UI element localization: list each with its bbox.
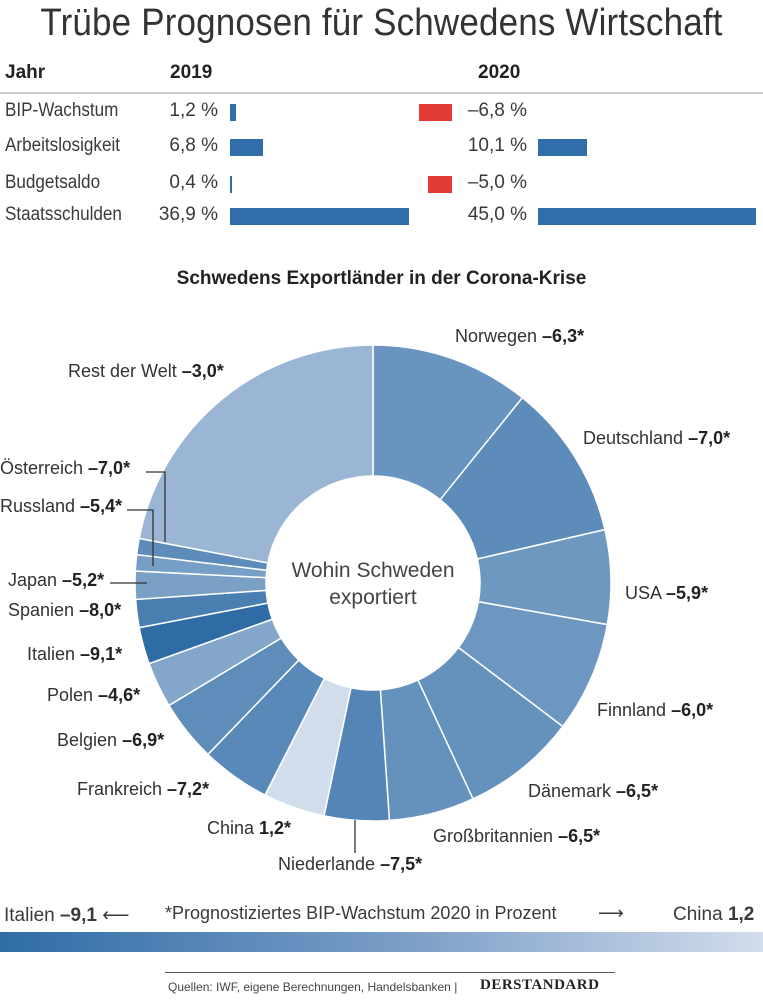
row-label: Budgetsaldo bbox=[5, 172, 101, 193]
bar-2020 bbox=[538, 139, 587, 156]
legend-min: Italien –9,1 ⟵ bbox=[4, 904, 130, 927]
segment-value: –5,2* bbox=[62, 570, 105, 590]
color-scale-bar bbox=[0, 932, 763, 952]
value-2020: –5,0 % bbox=[467, 172, 527, 193]
legend-max: China 1,2 bbox=[673, 904, 754, 926]
row-label: BIP-Wachstum bbox=[5, 100, 119, 121]
header-divider bbox=[0, 92, 763, 94]
segment-name: Norwegen bbox=[455, 326, 543, 346]
legend-min-value: –9,1 bbox=[59, 905, 97, 926]
segment-name: Japan bbox=[8, 570, 63, 590]
segment-name: Großbritannien bbox=[433, 826, 559, 846]
arrow-right-icon: ⟶ bbox=[598, 903, 624, 923]
segment-name: Österreich bbox=[0, 458, 89, 478]
segment-label: Großbritannien –6,5* bbox=[433, 826, 600, 847]
bar-2020 bbox=[427, 176, 452, 193]
segment-name: USA bbox=[625, 583, 667, 603]
segment-name: Italien bbox=[27, 644, 81, 664]
segment-value: –8,0* bbox=[79, 600, 122, 620]
segment-value: –6,3* bbox=[542, 326, 585, 346]
value-2020: –6,8 % bbox=[467, 100, 527, 121]
segment-name: Frankreich bbox=[77, 779, 168, 799]
segment-label: Spanien –8,0* bbox=[8, 600, 121, 621]
bar-2020 bbox=[538, 208, 757, 225]
segment-value: –7,0* bbox=[688, 428, 731, 448]
segment-value: –6,5* bbox=[616, 781, 659, 801]
table-header-2020: 2020 bbox=[478, 62, 521, 83]
table-header-2019: 2019 bbox=[170, 62, 213, 83]
value-2019: 1,2 % bbox=[169, 100, 218, 121]
segment-value: –5,9* bbox=[666, 583, 709, 603]
value-2019: 6,8 % bbox=[169, 135, 218, 156]
arrow-left-icon: ⟵ bbox=[102, 905, 130, 926]
legend-max-value: 1,2 bbox=[727, 904, 755, 925]
segment-label: Belgien –6,9* bbox=[57, 730, 164, 751]
segment-label: Rest der Welt –3,0* bbox=[68, 361, 224, 382]
segment-value: –6,9* bbox=[122, 730, 165, 750]
page-title: Trübe Prognosen für Schwedens Wirtschaft bbox=[40, 2, 723, 44]
segment-name: Niederlande bbox=[278, 854, 381, 874]
segment-value: –4,6* bbox=[98, 685, 141, 705]
legend-caption: *Prognostiziertes BIP-Wachstum 2020 in P… bbox=[165, 903, 557, 923]
segment-value: –6,0* bbox=[671, 700, 714, 720]
segment-label: Niederlande –7,5* bbox=[278, 854, 422, 875]
segment-label: Dänemark –6,5* bbox=[528, 781, 658, 802]
segment-name: Dänemark bbox=[528, 781, 617, 801]
segment-label: USA –5,9* bbox=[625, 583, 708, 604]
segment-name: Deutschland bbox=[583, 428, 689, 448]
segment-value: –5,4* bbox=[80, 496, 123, 516]
source-text: Quellen: IWF, eigene Berechnungen, Hande… bbox=[168, 980, 458, 994]
segment-label: Österreich –7,0* bbox=[0, 458, 130, 479]
leader-russland bbox=[127, 509, 154, 566]
segment-value: –7,0* bbox=[88, 458, 131, 478]
segment-name: Spanien bbox=[8, 600, 80, 620]
segment-name: Rest der Welt bbox=[68, 361, 182, 381]
segment-value: 1,2* bbox=[259, 818, 292, 838]
bar-2019 bbox=[230, 208, 409, 225]
legend-min-name: Italien bbox=[4, 905, 55, 926]
segment-value: –6,5* bbox=[558, 826, 601, 846]
value-2019: 36,9 % bbox=[158, 204, 218, 225]
leader-oesterreich bbox=[146, 471, 166, 542]
segment-label: Norwegen –6,3* bbox=[455, 326, 584, 347]
segment-name: China bbox=[207, 818, 260, 838]
value-2020: 10,1 % bbox=[467, 135, 527, 156]
segment-label: Italien –9,1* bbox=[27, 644, 122, 665]
row-label: Arbeitslosigkeit bbox=[5, 135, 121, 156]
segment-name: Belgien bbox=[57, 730, 123, 750]
bar-2020 bbox=[419, 104, 452, 121]
legend-max-name: China bbox=[673, 904, 723, 925]
value-2019: 0,4 % bbox=[169, 172, 218, 193]
segment-name: Finnland bbox=[597, 700, 672, 720]
segment-label: Polen –4,6* bbox=[47, 685, 140, 706]
bar-2019 bbox=[230, 176, 232, 193]
segment-label: China 1,2* bbox=[207, 818, 291, 839]
source-divider bbox=[165, 972, 615, 973]
segment-label: Japan –5,2* bbox=[8, 570, 104, 591]
value-2020: 45,0 % bbox=[467, 204, 527, 225]
segment-value: –7,5* bbox=[380, 854, 423, 874]
table-header-year: Jahr bbox=[5, 62, 46, 83]
segment-value: –3,0* bbox=[181, 361, 224, 381]
segment-name: Polen bbox=[47, 685, 99, 705]
segment-label: Finnland –6,0* bbox=[597, 700, 713, 721]
segment-label: Russland –5,4* bbox=[0, 496, 122, 517]
segment-name: Russland bbox=[0, 496, 81, 516]
publisher-logo: DERSTANDARD bbox=[480, 977, 600, 993]
bar-2019 bbox=[230, 139, 263, 156]
segment-label: Frankreich –7,2* bbox=[77, 779, 209, 800]
chart-title: Schwedens Exportländer in der Corona-Kri… bbox=[176, 268, 587, 289]
segment-label: Deutschland –7,0* bbox=[583, 428, 730, 449]
segment-rest-der-welt bbox=[138, 344, 374, 564]
bar-2019 bbox=[230, 104, 236, 121]
segment-value: –9,1* bbox=[80, 644, 123, 664]
row-label: Staatsschulden bbox=[5, 204, 122, 225]
segment-value: –7,2* bbox=[167, 779, 210, 799]
donut-center-label: Wohin Schweden exportiert bbox=[291, 559, 455, 609]
